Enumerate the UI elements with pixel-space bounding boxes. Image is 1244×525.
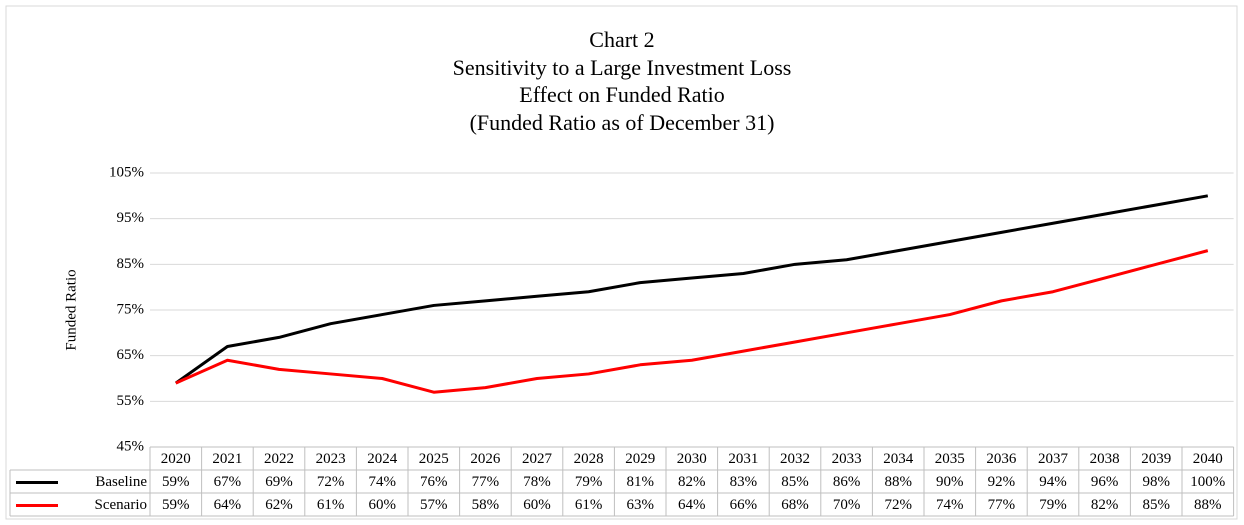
x-tick-label: 2040 (1193, 451, 1223, 467)
data-label: 61% (317, 497, 345, 513)
chart-title: Sensitivity to a Large Investment Loss (453, 55, 792, 80)
x-tick-label: 2036 (986, 451, 1017, 467)
data-label: 68% (781, 497, 809, 513)
data-label: 82% (678, 474, 706, 490)
data-label: 67% (214, 474, 242, 490)
data-label: 64% (214, 497, 242, 513)
data-label: 57% (420, 497, 448, 513)
data-label: 96% (1091, 474, 1119, 490)
data-label: 90% (936, 474, 964, 490)
data-label: 72% (884, 497, 912, 513)
data-label: 88% (1194, 497, 1222, 513)
y-tick-label: 65% (117, 347, 145, 363)
data-label: 70% (833, 497, 861, 513)
data-label: 69% (265, 474, 293, 490)
x-tick-label: 2022 (264, 451, 294, 467)
legend-label: Baseline (95, 474, 147, 490)
data-label: 62% (265, 497, 293, 513)
data-label: 72% (317, 474, 345, 490)
line (174, 194, 1209, 385)
data-label: 92% (988, 474, 1016, 490)
x-tick-label: 2039 (1141, 451, 1171, 467)
x-tick-label: 2038 (1090, 451, 1120, 467)
x-tick-label: 2020 (161, 451, 191, 467)
data-label: 85% (781, 474, 809, 490)
x-tick-label: 2032 (780, 451, 810, 467)
y-tick-label: 75% (117, 301, 145, 317)
x-tick-label: 2031 (728, 451, 758, 467)
data-label: 83% (730, 474, 758, 490)
data-label: 64% (678, 497, 706, 513)
data-label: 74% (936, 497, 964, 513)
y-tick-label: 85% (117, 256, 145, 272)
y-tick-label: 105% (109, 164, 144, 180)
x-tick-label: 2033 (832, 451, 862, 467)
data-label: 79% (1039, 497, 1067, 513)
x-tick-label: 2027 (522, 451, 553, 467)
data-label: 88% (884, 474, 912, 490)
data-label: 85% (1142, 497, 1170, 513)
x-tick-label: 2025 (419, 451, 449, 467)
data-label: 81% (626, 474, 654, 490)
line (175, 249, 1209, 394)
chart-title: (Funded Ratio as of December 31) (470, 110, 775, 135)
data-label: 60% (523, 497, 551, 513)
data-label: 59% (162, 497, 190, 513)
data-label: 100% (1190, 474, 1225, 490)
data-label: 82% (1091, 497, 1119, 513)
data-label: 61% (575, 497, 603, 513)
x-tick-label: 2035 (935, 451, 965, 467)
data-label: 78% (523, 474, 551, 490)
data-label: 59% (162, 474, 190, 490)
x-tick-label: 2030 (677, 451, 707, 467)
data-label: 76% (420, 474, 448, 490)
x-tick-label: 2026 (470, 451, 501, 467)
x-tick-label: 2028 (574, 451, 604, 467)
data-label: 74% (368, 474, 396, 490)
x-tick-label: 2021 (212, 451, 242, 467)
data-label: 77% (988, 497, 1016, 513)
data-label: 60% (368, 497, 396, 513)
y-tick-label: 55% (117, 393, 145, 409)
chart-border (5, 5, 1238, 520)
data-label: 77% (472, 474, 500, 490)
data-label: 66% (730, 497, 758, 513)
data-label: 94% (1039, 474, 1067, 490)
chart-title: Chart 2 (589, 27, 654, 52)
legend-label: Scenario (95, 497, 147, 513)
data-label: 63% (626, 497, 654, 513)
y-axis-title: Funded Ratio (63, 269, 79, 350)
y-tick-label: 95% (117, 210, 145, 226)
x-tick-label: 2034 (883, 451, 914, 467)
data-label: 98% (1142, 474, 1170, 490)
x-tick-label: 2023 (316, 451, 346, 467)
x-tick-label: 2024 (367, 451, 398, 467)
y-tick-label: 45% (117, 438, 145, 454)
chart-title: Effect on Funded Ratio (519, 82, 725, 107)
data-label: 79% (575, 474, 603, 490)
x-tick-label: 2037 (1038, 451, 1069, 467)
data-label: 58% (472, 497, 500, 513)
x-tick-label: 2029 (625, 451, 655, 467)
data-label: 86% (833, 474, 861, 490)
